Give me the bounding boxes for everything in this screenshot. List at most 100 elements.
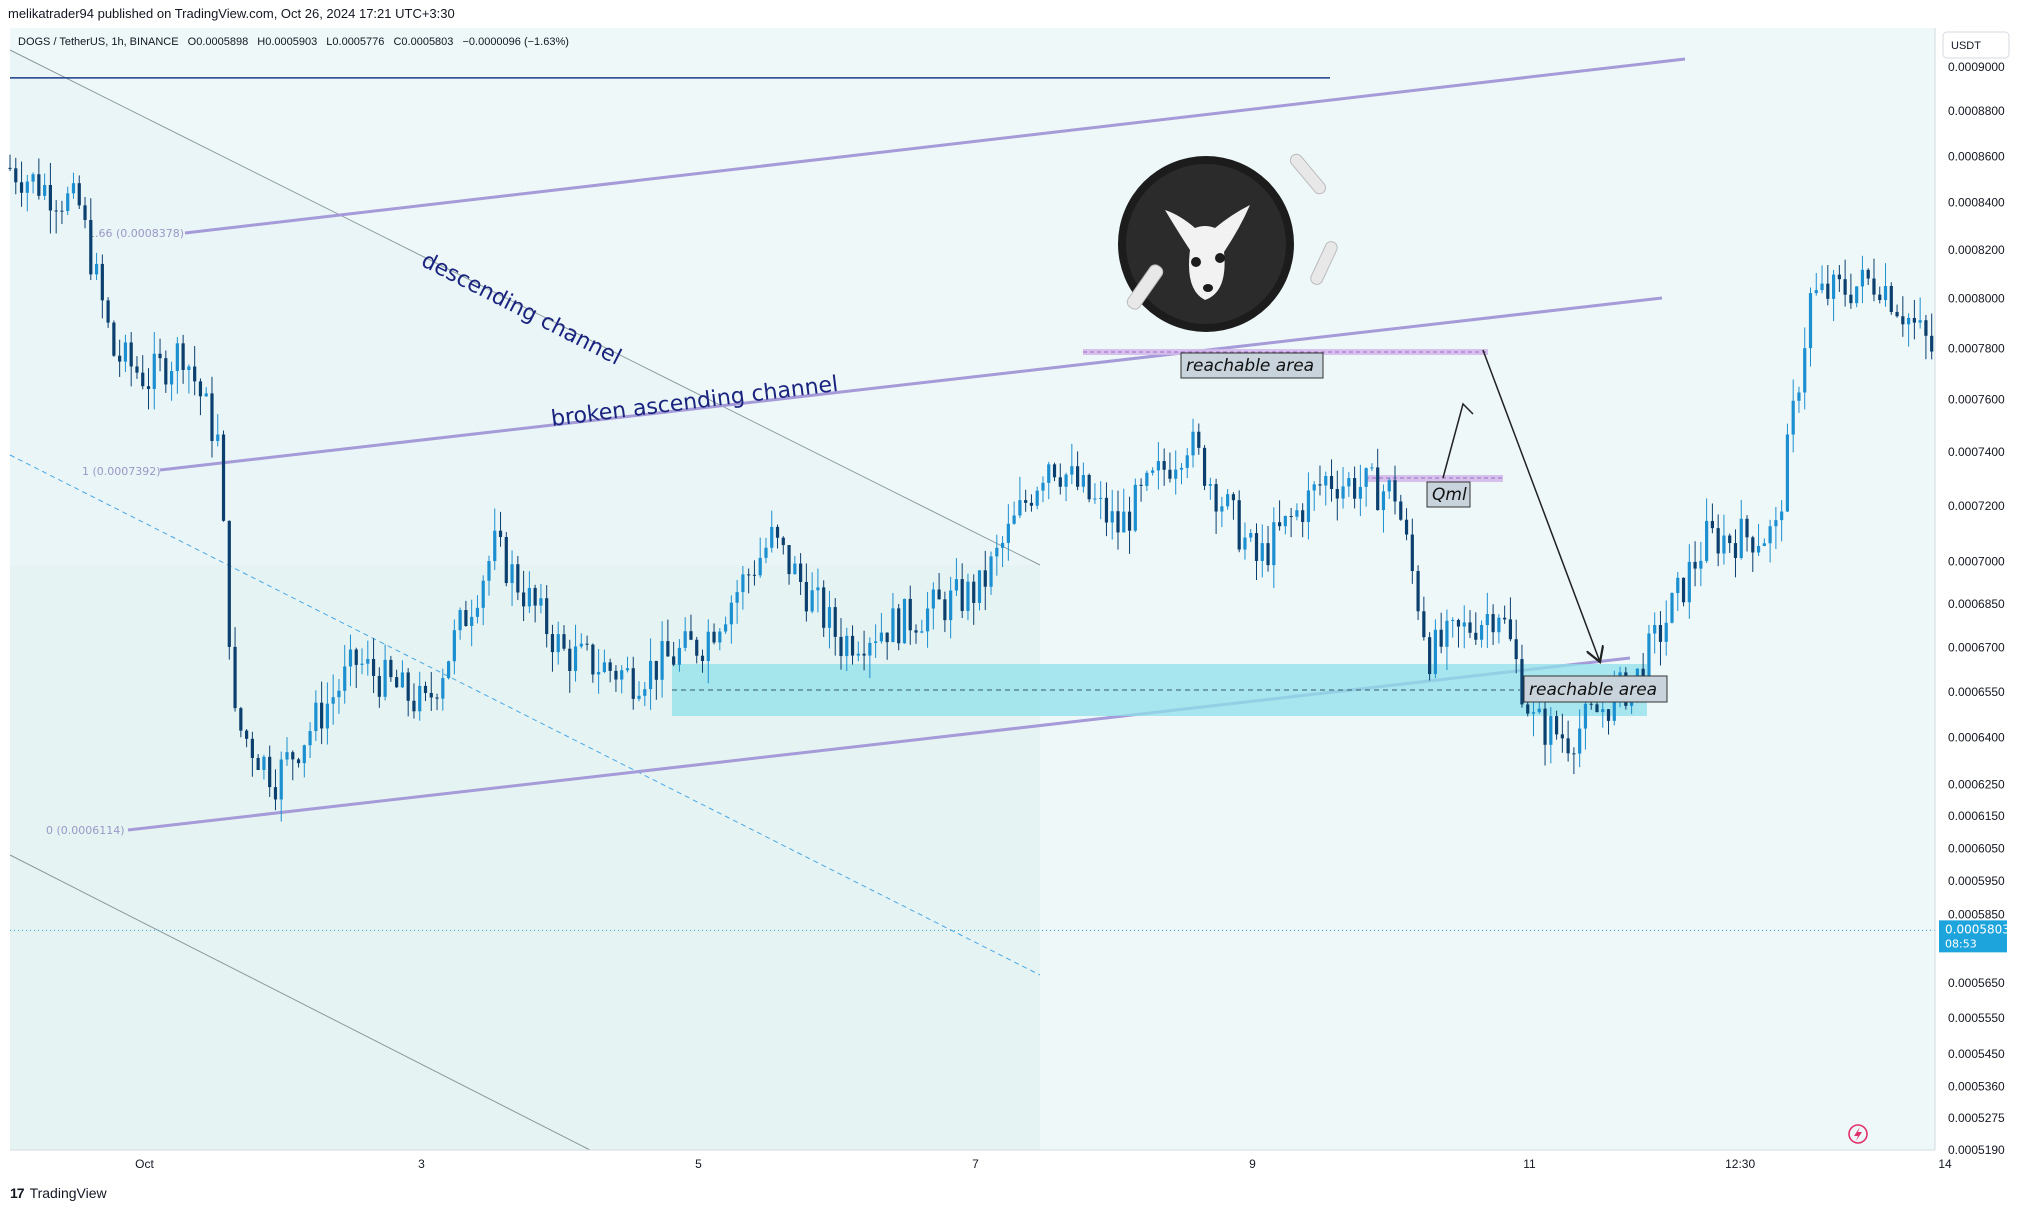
- candle-body: [1514, 639, 1518, 660]
- candle-body: [1220, 506, 1224, 512]
- candle-body: [1416, 571, 1420, 612]
- candle-body: [1335, 488, 1339, 499]
- candle-body: [1572, 753, 1576, 755]
- candle-body: [1474, 632, 1478, 640]
- candle-body: [464, 610, 468, 626]
- candle-body: [389, 659, 393, 678]
- candle-body: [135, 366, 139, 373]
- candle-body: [296, 759, 301, 764]
- candle-body: [1445, 620, 1449, 647]
- x-tick-label: 3: [418, 1157, 425, 1171]
- candle-body: [1676, 577, 1680, 594]
- candle-body: [1110, 511, 1114, 523]
- candle-body: [366, 658, 370, 664]
- candle-body: [1012, 515, 1016, 524]
- candle-body: [689, 631, 693, 640]
- candle-body: [1566, 738, 1570, 754]
- candle-body: [1705, 520, 1709, 561]
- fib-label-0: 0 (0.0006114): [46, 824, 125, 837]
- candle-body: [850, 635, 855, 656]
- candle-body: [522, 592, 526, 607]
- candle-body: [1428, 637, 1432, 675]
- candle-body: [8, 167, 12, 169]
- candle-body: [700, 655, 705, 661]
- candle-body: [1693, 561, 1697, 569]
- candle-body: [1699, 560, 1703, 569]
- candle-body: [1329, 475, 1334, 489]
- candle-body: [937, 589, 941, 600]
- candle-body: [839, 636, 843, 657]
- candle-body: [302, 745, 306, 764]
- published-by: melikatrader94 published on TradingView.…: [8, 6, 455, 21]
- countdown-value: 08:53: [1945, 937, 1977, 950]
- candle-body: [325, 703, 329, 729]
- candle-body: [1485, 614, 1489, 626]
- projection-arrow: [1482, 349, 1600, 662]
- candle-body: [1393, 480, 1397, 502]
- candle-body: [100, 263, 104, 301]
- candle-body: [1508, 619, 1513, 640]
- candle-body: [291, 752, 295, 760]
- candle-body: [527, 587, 531, 607]
- candle-body: [31, 174, 35, 182]
- candle-body: [1226, 494, 1230, 507]
- candle-body: [1087, 475, 1091, 500]
- candle-body: [227, 520, 231, 647]
- candle-body: [1710, 520, 1714, 529]
- candle-body: [498, 530, 503, 538]
- x-tick-label: 5: [695, 1157, 702, 1171]
- price-chart[interactable]: 1.66 (0.0008378) 1 (0.0007392) 0 (0.0006…: [0, 28, 2022, 1182]
- candle-body: [695, 639, 699, 656]
- candle-body: [706, 631, 710, 661]
- candle-body: [943, 599, 947, 621]
- candle-body: [856, 653, 860, 656]
- candle-body: [822, 587, 826, 628]
- candle-body: [60, 210, 64, 212]
- candle-body: [129, 342, 133, 367]
- candle-body: [1202, 447, 1207, 486]
- candle-body: [66, 193, 70, 212]
- candle-body: [1422, 611, 1426, 638]
- current-price-value: 0.0005803: [1945, 922, 2010, 936]
- symbol-info: DOGS / TetherUS, 1h, BINANCE O0.0005898 …: [18, 36, 569, 48]
- candle-body: [573, 646, 578, 672]
- y-tick-label: 0.0008400: [1948, 196, 2005, 210]
- candle-body: [1174, 469, 1178, 479]
- candle-body: [1780, 511, 1784, 521]
- candle-body: [1820, 283, 1824, 291]
- candle-body: [1018, 500, 1022, 516]
- candle-body: [1381, 491, 1386, 511]
- candle-body: [193, 366, 197, 382]
- candle-body: [758, 557, 762, 576]
- candle-body: [1254, 533, 1259, 561]
- candle-body: [718, 631, 722, 643]
- candle-body: [54, 210, 58, 212]
- candle-body: [181, 343, 185, 370]
- candle-body: [920, 631, 924, 633]
- currency-button[interactable]: USDT: [1942, 31, 2010, 59]
- candle-body: [1439, 629, 1443, 647]
- candle-body: [608, 662, 612, 671]
- footer: 17 TradingView: [10, 1182, 107, 1204]
- candle-body: [1341, 486, 1345, 499]
- candle-body: [383, 659, 387, 697]
- candle-body: [902, 598, 907, 644]
- candle-body: [412, 700, 416, 712]
- lightning-icon[interactable]: [1848, 1124, 1868, 1144]
- ascending-channel-top: [184, 57, 1686, 235]
- candle-body: [1849, 294, 1853, 304]
- candle-body: [510, 564, 514, 584]
- reachable-area-box-bottom: reachable area: [1523, 675, 1668, 703]
- candle-body: [1249, 533, 1253, 538]
- candle-body: [1554, 716, 1559, 735]
- candle-body: [845, 635, 849, 657]
- candle-body: [683, 631, 687, 648]
- candle-body: [1052, 464, 1057, 478]
- candle-body: [1260, 543, 1264, 561]
- candle-body: [1208, 484, 1212, 486]
- candle-body: [1889, 286, 1893, 312]
- candle-body: [1670, 593, 1674, 623]
- candle-body: [787, 545, 791, 575]
- candle-body: [764, 547, 768, 558]
